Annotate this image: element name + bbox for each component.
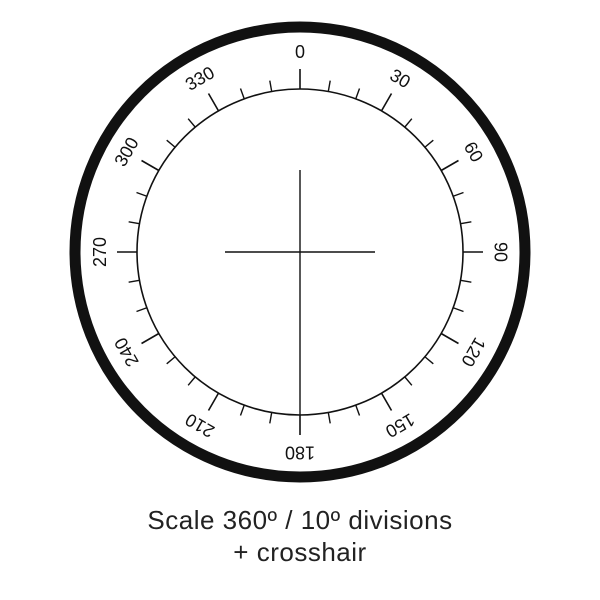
scale-label: 330 [182, 62, 218, 94]
tick-minor [136, 192, 146, 196]
tick-major [142, 334, 159, 344]
tick-minor [453, 308, 463, 312]
tick-minor [453, 192, 463, 196]
tick-major [441, 334, 458, 344]
tick-minor [405, 377, 412, 385]
scale-label: 240 [110, 334, 142, 370]
tick-minor [270, 413, 272, 424]
tick-major [382, 94, 392, 111]
tick-minor [328, 413, 330, 424]
tick-major [441, 161, 458, 171]
caption-line-2: + crosshair [0, 536, 600, 568]
tick-minor [129, 280, 140, 282]
tick-minor [240, 405, 244, 415]
tick-minor [356, 88, 360, 98]
tick-minor [136, 308, 146, 312]
scale-label: 150 [382, 409, 418, 441]
tick-minor [167, 357, 175, 364]
reticle-diagram: 0 30 60 90 120 150 180 210 240 270 300 330 Scale 36… [0, 0, 600, 600]
scale-label: 300 [110, 134, 142, 170]
tick-minor [425, 357, 433, 364]
tick-minor [425, 140, 433, 147]
scale-label: 0 [295, 42, 305, 62]
tick-minor [188, 377, 195, 385]
tick-major [209, 393, 219, 410]
tick-minor [188, 119, 195, 127]
scale-label: 60 [460, 138, 487, 165]
scale-label: 210 [182, 409, 218, 441]
scale-label: 270 [90, 237, 110, 267]
caption-line-1: Scale 360º / 10º divisions [0, 504, 600, 536]
tick-minor [461, 280, 472, 282]
tick-major [142, 161, 159, 171]
tick-minor [461, 222, 472, 224]
tick-major [209, 94, 219, 111]
tick-minor [270, 81, 272, 92]
tick-minor [356, 405, 360, 415]
scale-label: 180 [285, 442, 315, 462]
scale-label: 90 [490, 242, 510, 262]
scale-label: 30 [386, 65, 413, 92]
scale-label: 120 [457, 334, 489, 370]
caption: Scale 360º / 10º divisions + crosshair [0, 504, 600, 568]
tick-major [382, 393, 392, 410]
tick-minor [129, 222, 140, 224]
tick-minor [167, 140, 175, 147]
tick-minor [328, 81, 330, 92]
tick-minor [405, 119, 412, 127]
tick-minor [240, 88, 244, 98]
